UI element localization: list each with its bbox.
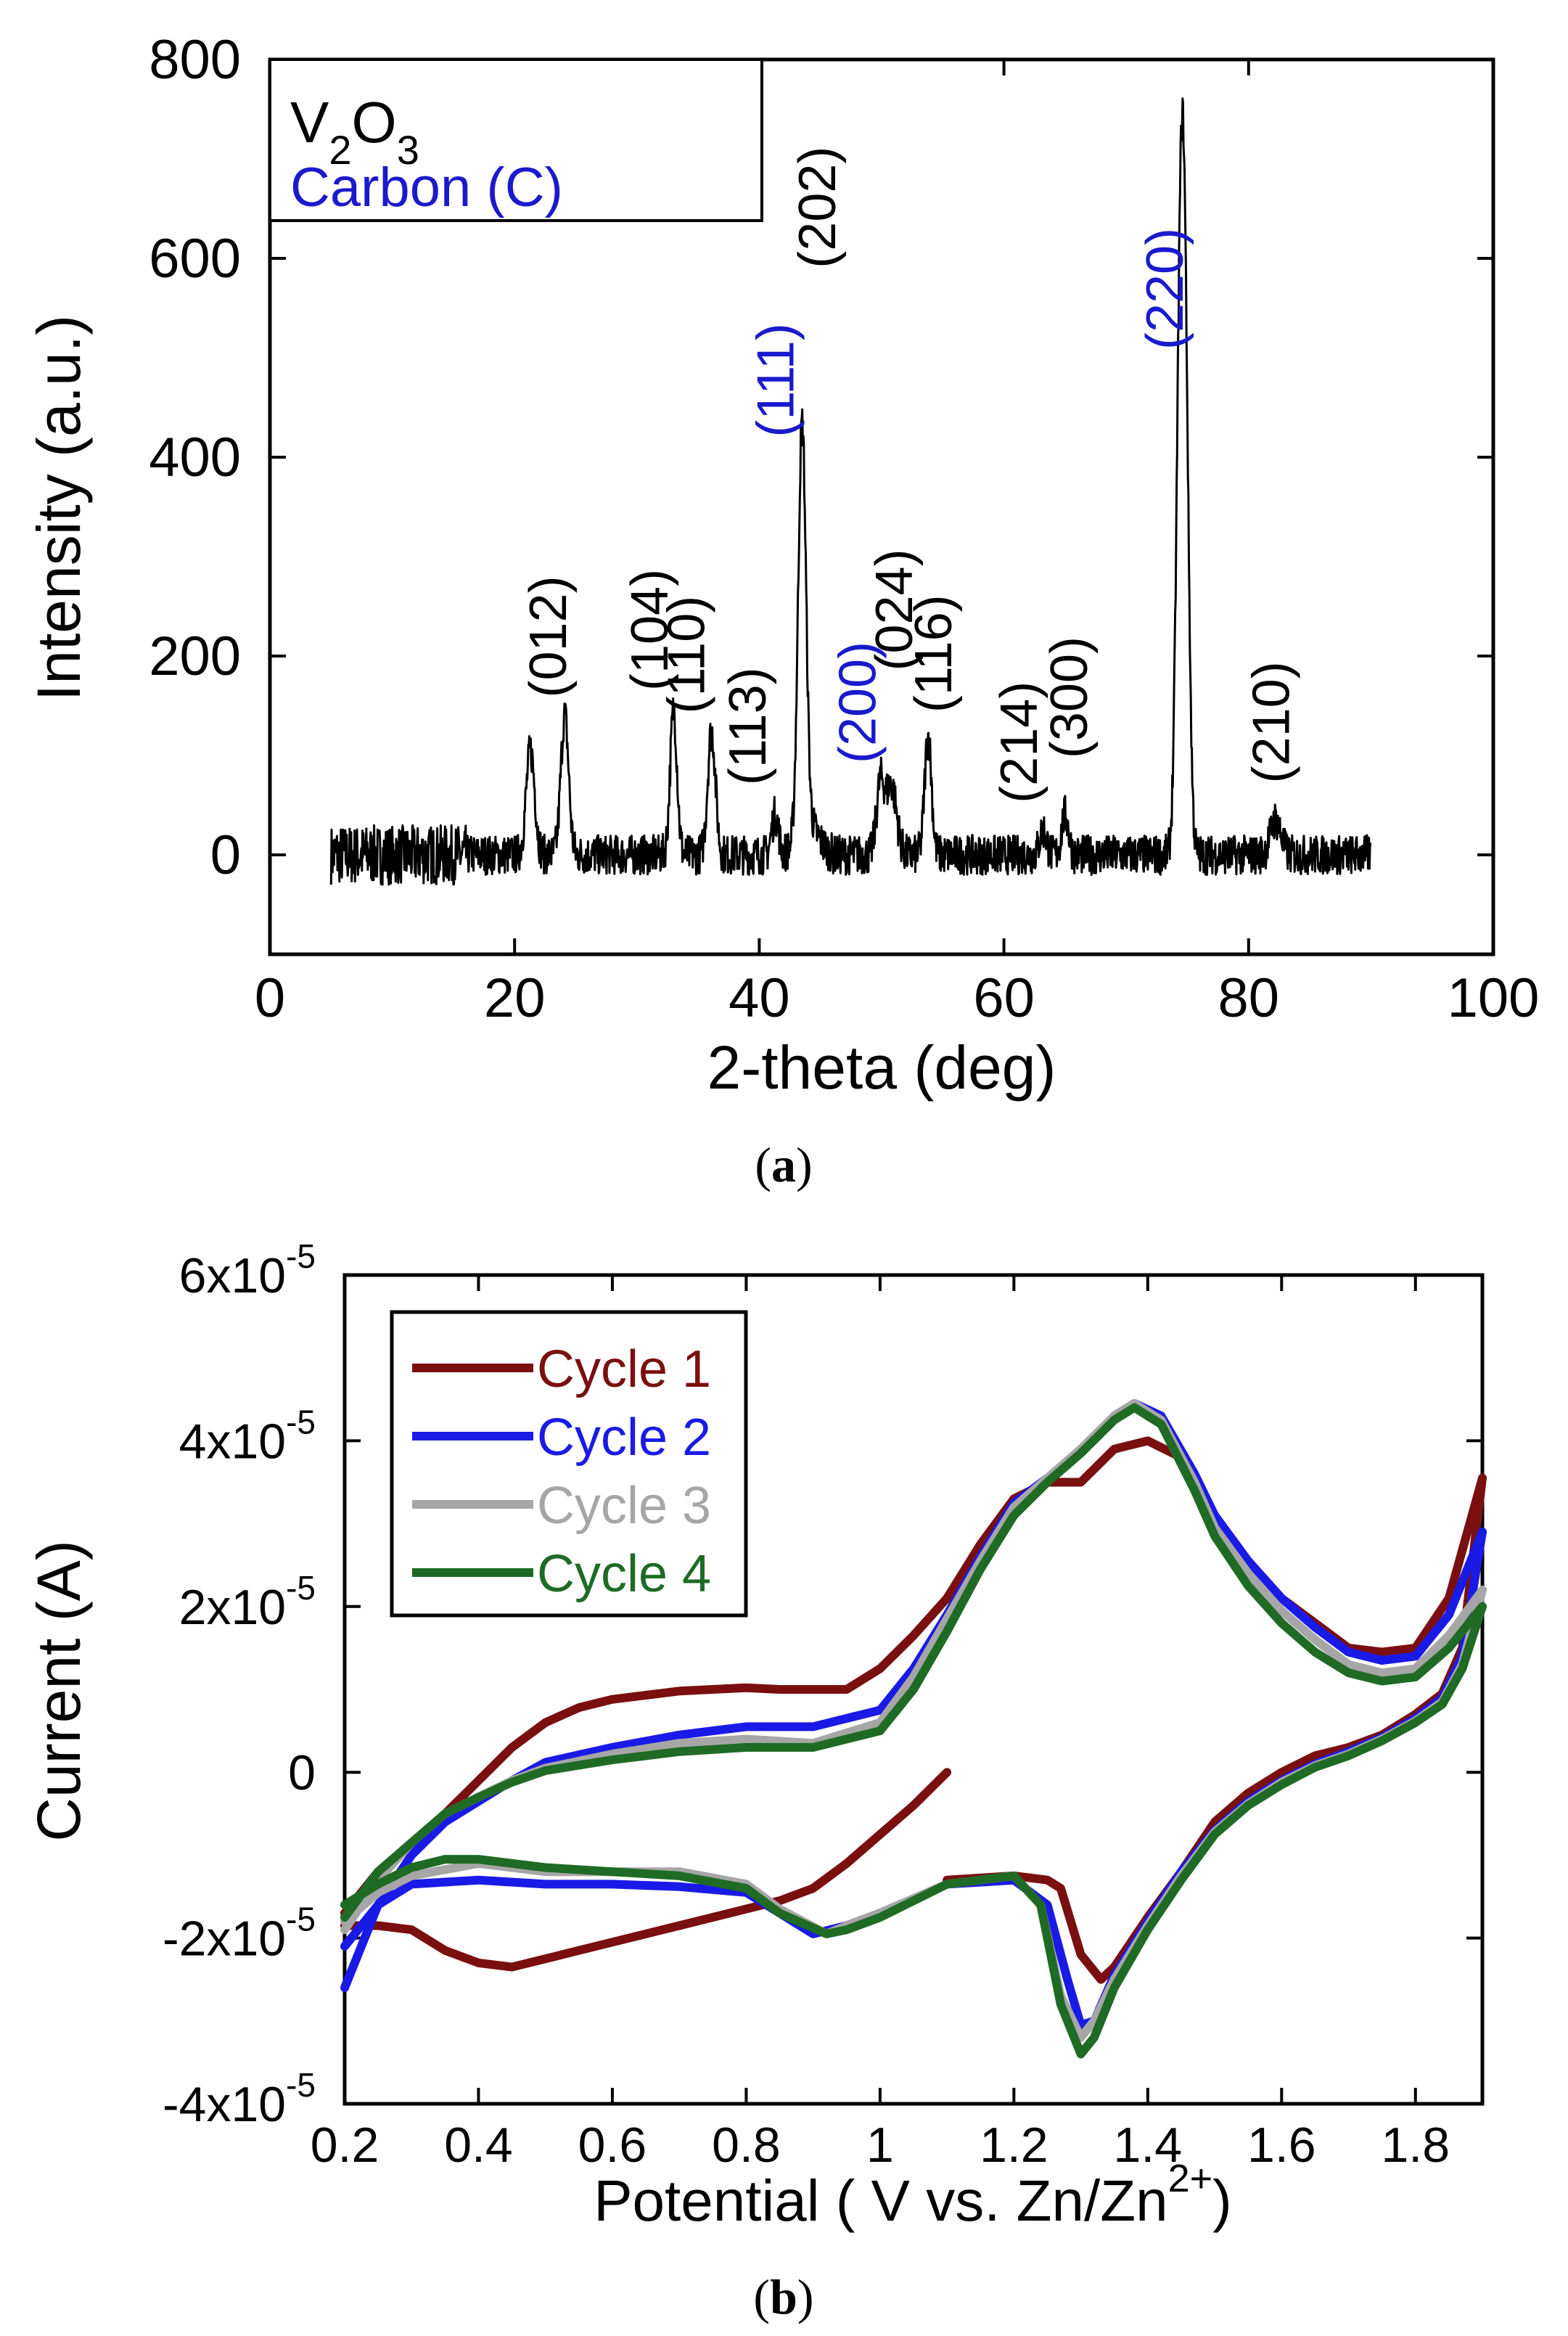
- panel-a-caption: (a): [755, 1137, 812, 1192]
- cv-y-tick-base: 6x10: [179, 1248, 286, 1303]
- xrd-ticks: 0 20 40 60 80 100 0 200 400 600 800: [149, 29, 1539, 1029]
- legend-carbon: Carbon (C): [290, 157, 563, 218]
- cv-legend-box: [390, 1310, 748, 1618]
- legend-label-cycle-2: Cycle 2: [537, 1409, 711, 1467]
- cv-y-tick-exponent: -5: [286, 1237, 316, 1275]
- cv-y-tick-label: -2x10-5: [163, 1901, 316, 1967]
- xrd-y-tick-label: 400: [149, 427, 241, 488]
- legend-label-cycle-3: Cycle 3: [537, 1477, 711, 1535]
- peak-label-116: (116): [905, 594, 963, 713]
- xrd-x-tick-label: 20: [484, 967, 546, 1029]
- cv-x-label-end: ): [1212, 2168, 1232, 2233]
- peak-label-220: (220): [1136, 228, 1194, 350]
- cv-y-tick-exponent: -5: [286, 2066, 316, 2104]
- cycle-1-initial-sweep-line: [340, 1768, 952, 1972]
- cv-y-tick-base: 2x10: [179, 1580, 286, 1635]
- cv-x-tick-label: 1.4: [1114, 2118, 1183, 2173]
- cv-panel: 0.2 0.4 0.6 0.8 1 1.2 1.4 1.6 1.8-4x10-5-2x10-50…: [25, 1237, 1487, 2324]
- cv-x-tick-label: 1.2: [980, 2118, 1048, 2173]
- cv-x-tick-label: 0.4: [444, 2118, 513, 2173]
- peak-label-202: (202): [789, 147, 847, 269]
- cv-y-tick-exponent: -5: [286, 1901, 316, 1938]
- legend-label-cycle-1: Cycle 1: [537, 1340, 711, 1398]
- xrd-legend-box: [268, 58, 763, 222]
- xrd-legend: V2O3 Carbon (C): [268, 58, 763, 222]
- xrd-trace: [329, 97, 1372, 886]
- cycle-4-anodic-line: [340, 1403, 1487, 1922]
- cv-legend: Cycle 1 Cycle 2 Cycle 3 Cycle 4: [390, 1310, 748, 1618]
- xrd-x-axis-label: 2-theta (deg): [707, 1033, 1056, 1102]
- cv-x-tick-label: 1: [866, 2118, 894, 2173]
- cv-series: [340, 1399, 1487, 2059]
- xrd-y-axis-label: Intensity (a.u.): [25, 315, 93, 701]
- panel-a-letter: a: [771, 1137, 796, 1192]
- cv-y-tick-label: 0: [288, 1745, 316, 1800]
- peak-label-300: (300): [1040, 636, 1099, 758]
- xrd-peak-labels: (012) (104)(110)(113) (111) (202) (200)(024)…: [520, 147, 1300, 803]
- panel-b-letter: b: [770, 2269, 797, 2324]
- peak-label-110: (110): [658, 596, 716, 714]
- peak-label-111: (111): [747, 323, 805, 437]
- panel-b-caption: (b): [753, 2269, 813, 2324]
- cv-x-tick-label: 0.8: [712, 2118, 781, 2173]
- cv-x-label-main: Potential ( V vs. Zn/Zn: [594, 2168, 1167, 2233]
- xrd-y-tick-label: 800: [149, 29, 241, 91]
- cv-x-axis-label: Potential ( V vs. Zn/Zn2+): [594, 2157, 1232, 2233]
- cv-y-tick-base: 4x10: [179, 1414, 286, 1469]
- cv-y-tick-base: 0: [288, 1745, 316, 1800]
- xrd-y-tick-label: 0: [210, 824, 241, 886]
- peak-label-214: (214): [990, 681, 1048, 803]
- peak-label-210: (210): [1242, 661, 1300, 783]
- cv-x-tick-label: 1.8: [1381, 2118, 1450, 2173]
- xrd-plot-frame: [268, 57, 1495, 956]
- cycle-4-cathodic-line: [340, 1602, 1487, 2059]
- xrd-y-tick-label: 600: [149, 228, 241, 290]
- peak-label-024: (024): [866, 549, 924, 671]
- legend-v2o3-v: V: [290, 90, 329, 155]
- cv-y-tick-label: -4x10-5: [163, 2066, 316, 2132]
- cv-y-tick-label: 2x10-5: [179, 1569, 316, 1635]
- cv-ticks: 0.2 0.4 0.6 0.8 1 1.2 1.4 1.6 1.8-4x10-5-2x10-50…: [163, 1237, 1482, 2173]
- peak-label-012: (012): [520, 575, 578, 697]
- cv-y-tick-label: 6x10-5: [179, 1237, 316, 1303]
- xrd-x-tick-label: 100: [1448, 967, 1540, 1029]
- peak-label-200: (200): [829, 642, 887, 763]
- cv-x-tick-label: 0.2: [311, 2118, 379, 2173]
- cv-y-axis-label: Current (A): [25, 1540, 93, 1841]
- xrd-x-tick-label: 0: [255, 967, 285, 1029]
- legend-v2o3-o: O: [352, 90, 397, 155]
- xrd-x-tick-label: 80: [1218, 967, 1280, 1029]
- xrd-y-tick-label: 200: [149, 626, 241, 687]
- cv-x-tick-label: 1.6: [1247, 2118, 1316, 2173]
- cv-plot-frame: [342, 1273, 1485, 2106]
- cv-y-tick-exponent: -5: [286, 1569, 316, 1607]
- cv-y-tick-exponent: -5: [286, 1403, 316, 1440]
- legend-v2o3: V2O3: [290, 90, 419, 173]
- xrd-panel: 0 20 40 60 80 100 0 200 400 600 800 (012) (104)(110…: [25, 29, 1539, 1192]
- legend-v2o3-sub-3: 3: [397, 127, 419, 173]
- cv-y-tick-base: -4x10: [163, 2077, 286, 2132]
- xrd-x-tick-label: 60: [973, 967, 1035, 1029]
- legend-v2o3-sub-2: 2: [329, 127, 351, 173]
- xrd-pattern-line: [329, 97, 1372, 886]
- xrd-x-tick-label: 40: [728, 967, 790, 1029]
- cv-y-tick-label: 4x10-5: [179, 1403, 316, 1469]
- peak-label-113: (113): [719, 667, 777, 785]
- peak-label-104: (104): [621, 569, 679, 691]
- cv-y-tick-base: -2x10: [163, 1911, 286, 1967]
- cv-x-tick-label: 0.6: [578, 2118, 647, 2173]
- legend-label-cycle-4: Cycle 4: [537, 1545, 711, 1603]
- cv-x-label-superscript: 2+: [1168, 2157, 1213, 2200]
